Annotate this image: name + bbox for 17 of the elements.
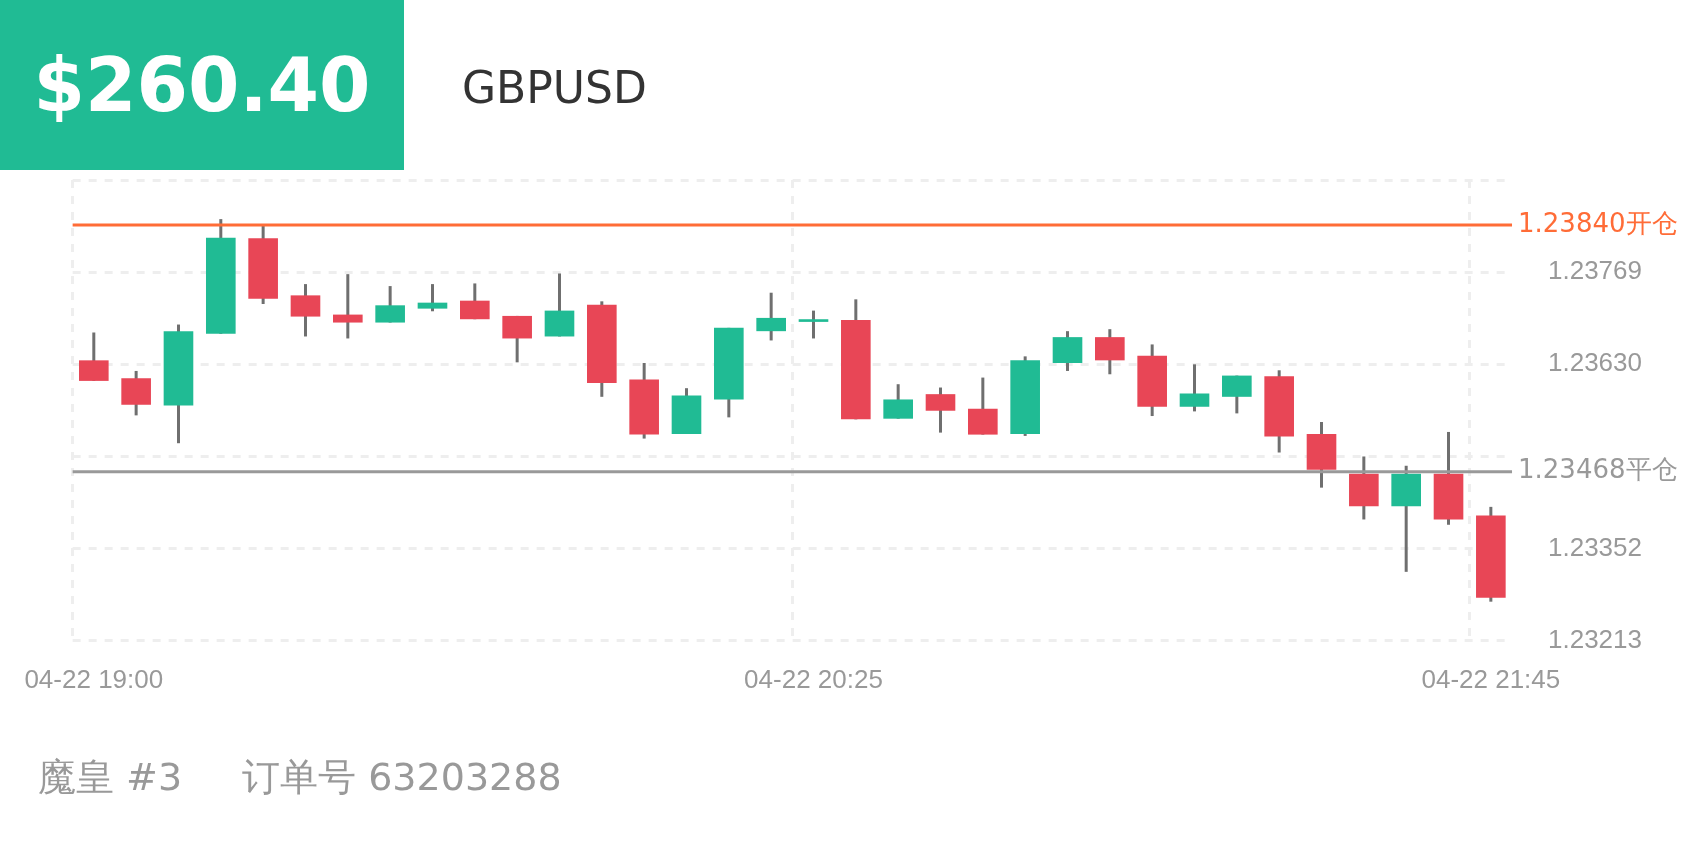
x-tick-label: 04-22 21:45 <box>1421 663 1561 694</box>
chart-title: $260.40 <box>33 42 371 128</box>
ref-line-label: 1.23468平仓 <box>1518 454 1678 485</box>
y-tick-label: 1.23769 <box>1548 255 1642 286</box>
chart-subtitle: GBPUSD <box>462 62 647 113</box>
header-box: $260.40 <box>0 0 404 170</box>
y-tick-label: 1.23630 <box>1548 347 1642 378</box>
ref-line-label: 1.23840开仓 <box>1518 207 1678 238</box>
candlestick <box>417 284 448 312</box>
text: 订单号 63203288 <box>242 754 562 801</box>
candlestick <box>333 274 363 339</box>
candlestick <box>798 310 829 339</box>
text: 魔皇 #3 <box>38 754 183 801</box>
y-tick-label: 1.23352 <box>1548 531 1642 562</box>
x-tick-label: 04-22 20:25 <box>744 663 883 694</box>
x-tick-label: 04-22 19:00 <box>24 663 164 694</box>
y-tick-label: 1.23213 <box>1548 623 1642 654</box>
